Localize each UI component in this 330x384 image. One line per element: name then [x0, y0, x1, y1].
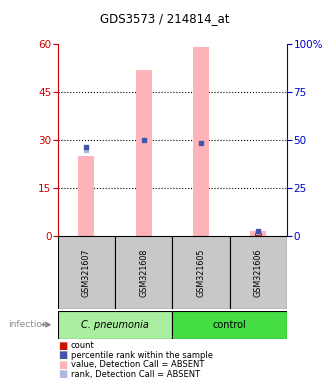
Bar: [136, 70, 152, 236]
Text: ■: ■: [58, 360, 67, 370]
Text: infection: infection: [8, 320, 48, 329]
Text: ■: ■: [58, 369, 67, 379]
Text: count: count: [71, 341, 95, 350]
Bar: [230, 236, 287, 309]
Text: percentile rank within the sample: percentile rank within the sample: [71, 351, 213, 360]
Bar: [172, 236, 230, 309]
Text: ■: ■: [58, 341, 67, 351]
Text: ■: ■: [58, 350, 67, 360]
Bar: [172, 311, 287, 339]
Text: GDS3573 / 214814_at: GDS3573 / 214814_at: [100, 12, 230, 25]
Bar: [115, 236, 172, 309]
Text: rank, Detection Call = ABSENT: rank, Detection Call = ABSENT: [71, 370, 200, 379]
Bar: [79, 156, 94, 236]
Text: value, Detection Call = ABSENT: value, Detection Call = ABSENT: [71, 360, 204, 369]
Bar: [250, 231, 266, 236]
Text: C. pneumonia: C. pneumonia: [81, 319, 149, 330]
Text: GSM321606: GSM321606: [254, 248, 263, 297]
Text: control: control: [213, 319, 247, 330]
Bar: [255, 233, 262, 236]
Bar: [58, 236, 115, 309]
Text: GSM321607: GSM321607: [82, 248, 91, 297]
Bar: [58, 311, 172, 339]
Text: GSM321608: GSM321608: [139, 248, 148, 297]
Text: GSM321605: GSM321605: [197, 248, 206, 297]
Bar: [193, 47, 209, 236]
